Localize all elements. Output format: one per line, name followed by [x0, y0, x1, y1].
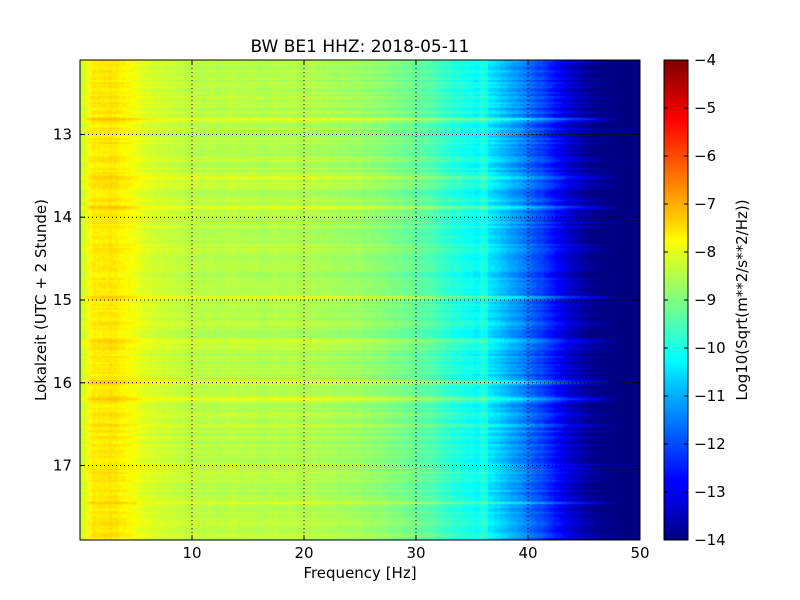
- colorbar-tick-label: −13: [694, 483, 726, 501]
- y-tick-label: 13: [53, 125, 72, 143]
- x-axis-label: Frequency [Hz]: [303, 564, 416, 582]
- x-tick-label: 20: [294, 544, 313, 562]
- colorbar-tick-label: −9: [694, 291, 716, 309]
- colorbar-tick-label: −4: [694, 51, 716, 69]
- y-tick-label: 14: [53, 208, 72, 226]
- colorbar-ticks: −4 −5 −6 −7 −8 −9 −10 −11 −12 −13 −14: [664, 51, 726, 549]
- colorbar-tick-label: −5: [694, 99, 716, 117]
- colorbar-tick-label: −8: [694, 243, 716, 261]
- colorbar-tick-label: −10: [694, 339, 726, 357]
- x-tick-label: 30: [406, 544, 425, 562]
- x-axis-ticks: 10 20 30 40 50: [182, 60, 650, 562]
- y-tick-label: 16: [53, 374, 72, 392]
- y-axis-label: Lokalzeit (UTC + 2 Stunde): [32, 199, 50, 401]
- colorbar-tick-label: −12: [694, 435, 726, 453]
- colorbar-tick-label: −7: [694, 195, 716, 213]
- x-tick-label: 40: [518, 544, 537, 562]
- x-tick-label: 10: [182, 544, 201, 562]
- spectrogram-plot-area: 10 20 30 40 50 13 14 15 16 17: [53, 59, 650, 562]
- y-tick-label: 17: [53, 457, 72, 475]
- colorbar-label: Log10(Sqrt(m**2/s**2/Hz)): [733, 199, 751, 400]
- y-tick-label: 15: [53, 291, 72, 309]
- colorbar: −4 −5 −6 −7 −8 −9 −10 −11 −12 −13 −14: [663, 51, 726, 549]
- colorbar-tick-label: −6: [694, 147, 716, 165]
- chart-title: BW BE1 HHZ: 2018-05-11: [250, 37, 469, 57]
- x-tick-label: 50: [630, 544, 649, 562]
- grid-lines: [80, 60, 640, 540]
- colorbar-tick-label: −11: [694, 387, 726, 405]
- y-axis-ticks: 13 14 15 16 17: [53, 125, 640, 475]
- colorbar-tick-label: −14: [694, 531, 726, 549]
